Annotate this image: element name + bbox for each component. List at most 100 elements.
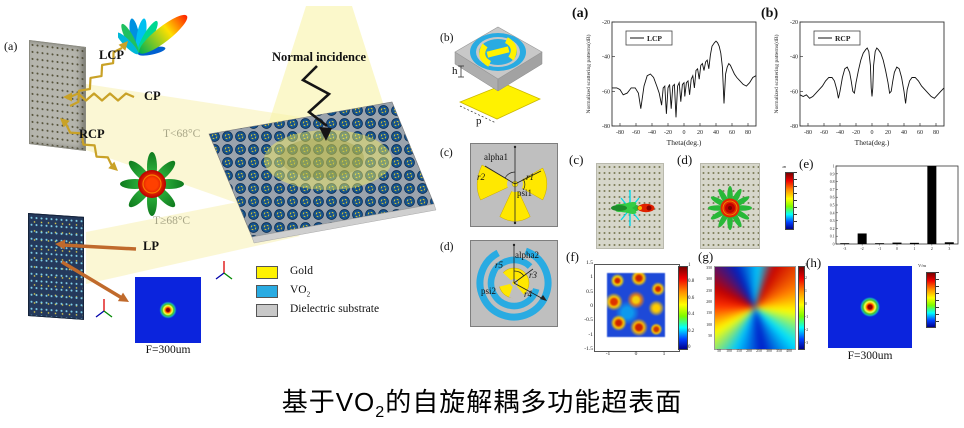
y-tick-label: -40 — [790, 55, 798, 61]
x-tick-label: 20 — [697, 130, 703, 136]
period-dim-label: p — [476, 115, 482, 127]
param-r4-label: r4 — [524, 289, 533, 299]
bar — [875, 243, 885, 244]
y-tick-label: -60 — [602, 89, 610, 95]
y-axis-label: Normalized scattering patterns(dB) — [585, 34, 592, 113]
focal-spot-panel: (h) V/m F=300um — [806, 252, 964, 364]
incidence-zigzag-arrow — [300, 65, 332, 128]
x-tick-label: 0 — [896, 247, 898, 251]
amplitude-heatmap — [607, 273, 665, 337]
tick-label: 300 — [766, 349, 772, 353]
beam-pattern-lobes — [118, 14, 188, 56]
y-tick-label: -20 — [602, 20, 610, 26]
focal-colorbar-ticks — [936, 272, 939, 326]
axes-triad-icon — [215, 261, 233, 280]
param-r1-label: r1 — [526, 172, 535, 182]
y-tick-label: 0.3 — [830, 219, 835, 223]
tick-label: -1.5 — [584, 345, 593, 352]
tick-label: 0.5 — [586, 288, 593, 295]
bar — [909, 242, 919, 244]
x-tick-label: -20 — [664, 130, 672, 136]
legend-swatch-vo2 — [256, 285, 278, 298]
diffraction-orders-bar-chart: 0 0.1 0.2 0.3 0.4 0.5 0.6 0.7 0.8 0.9 1 -3 -2 -1 0 1 2 3 — [830, 165, 959, 251]
x-tick-label: -40 — [648, 130, 656, 136]
focal-colorbar — [926, 272, 936, 328]
y-axis-label: Normalized scattering patterns(dB) — [773, 34, 780, 113]
x-axis-label: Theta(deg.) — [855, 138, 890, 147]
param-r5-label: r5 — [495, 260, 504, 270]
unit-cell-c-drawing — [476, 145, 548, 225]
x-tick-label: -3 — [843, 247, 846, 251]
param-alpha2-label: alpha2 — [515, 250, 539, 260]
cp-wave-label: CP — [144, 89, 161, 103]
x-tick-label: -40 — [836, 130, 844, 136]
x-tick-label: 80 — [745, 130, 751, 136]
data-curve — [612, 40, 757, 118]
legend-box — [813, 30, 861, 46]
x-tick-label: 40 — [713, 130, 719, 136]
y-tick-label: -20 — [790, 20, 798, 26]
tick-label: 250 — [706, 288, 712, 293]
x-tick-label: 60 — [729, 130, 735, 136]
tick-label: 200 — [706, 299, 712, 304]
bar — [840, 243, 850, 244]
panel-a-label: (a) — [4, 39, 18, 53]
y-tick-label: -80 — [790, 124, 798, 130]
x-tick-label: -60 — [632, 130, 640, 136]
x-axis-label: Theta(deg.) — [667, 138, 702, 147]
tick-label: -1 — [605, 351, 611, 357]
phase-heatmap — [714, 266, 796, 350]
tick-label: 1.5 — [586, 260, 593, 266]
x-tick-label: 1 — [913, 247, 915, 251]
mid-colorbar-ticks — [794, 172, 797, 228]
field-c-label: (c) — [569, 152, 584, 167]
lp-wave-label: LP — [143, 239, 159, 253]
lcp-scattering-chart: -80 -60 -40 -20 0 20 40 60 80 -20 -40 -60 -80 Normali… — [585, 20, 757, 147]
focal-distance-label-left: F=300um — [145, 344, 191, 356]
bar — [944, 242, 954, 244]
param-r3-label: r3 — [529, 270, 538, 280]
tick-label: 1 — [688, 263, 691, 268]
param-alpha1-label: alpha1 — [484, 152, 508, 162]
panel-c-label: (c) — [440, 147, 453, 159]
tick-label: 150 — [736, 349, 742, 353]
tick-label: 50 — [717, 349, 721, 353]
amplitude-map-panel: 1.5 1 0.5 0 -0.5 -1 -1.5 -1 0 1 1 0.8 0.6 0.4 0.2 0 — [584, 258, 704, 364]
x-tick-label: -80 — [616, 130, 624, 136]
tick-label: 1 — [805, 289, 807, 293]
y-tick-label: 0.6 — [830, 196, 835, 200]
tick-label: 1 — [590, 274, 593, 281]
focal-distance-label-right: F=300um — [847, 350, 893, 362]
tick-label: 0.4 — [688, 312, 695, 318]
temp-above-label: T≥68°C — [153, 215, 191, 227]
y-tick-label: 0.9 — [830, 172, 835, 176]
legend-box — [625, 30, 673, 46]
tick-label: 200 — [746, 349, 752, 353]
bar — [892, 242, 902, 244]
bars-e-label: (e) — [799, 156, 814, 171]
tick-label: 1 — [662, 351, 666, 357]
tick-label: 150 — [706, 311, 712, 316]
plot-a-label: (a) — [572, 6, 589, 21]
mid-colorbar: dB — [782, 165, 816, 232]
tick-label: -1 — [805, 315, 809, 319]
panel-d-label: (d) — [440, 241, 454, 253]
tick-label: 50 — [708, 333, 712, 338]
focal-colorbar-title: V/m — [918, 263, 927, 268]
x-tick-label: -2 — [861, 247, 864, 251]
x-tick-label: 60 — [917, 130, 923, 136]
lcp-wave-label: LCP — [99, 48, 124, 62]
metasurface-panel-bottom — [28, 213, 84, 320]
y-tick-label: -60 — [790, 89, 798, 95]
rcp-scattering-chart: -80 -60 -40 -20 0 20 40 60 80 -20 -40 -60 -80 Normali… — [773, 20, 945, 147]
field-d-label: (d) — [677, 152, 693, 167]
height-dim-label: h — [452, 65, 458, 77]
legend-label-gold: Gold — [290, 265, 313, 277]
param-r2-label: r2 — [477, 172, 486, 182]
tick-label: 0 — [688, 345, 691, 350]
tick-label: 400 — [786, 349, 792, 353]
legend-label-vo2: VO2 — [290, 284, 311, 299]
tick-label: -3 — [805, 341, 809, 345]
tick-label: -1 — [588, 331, 593, 338]
param-psi1-label: psi1 — [517, 188, 533, 198]
